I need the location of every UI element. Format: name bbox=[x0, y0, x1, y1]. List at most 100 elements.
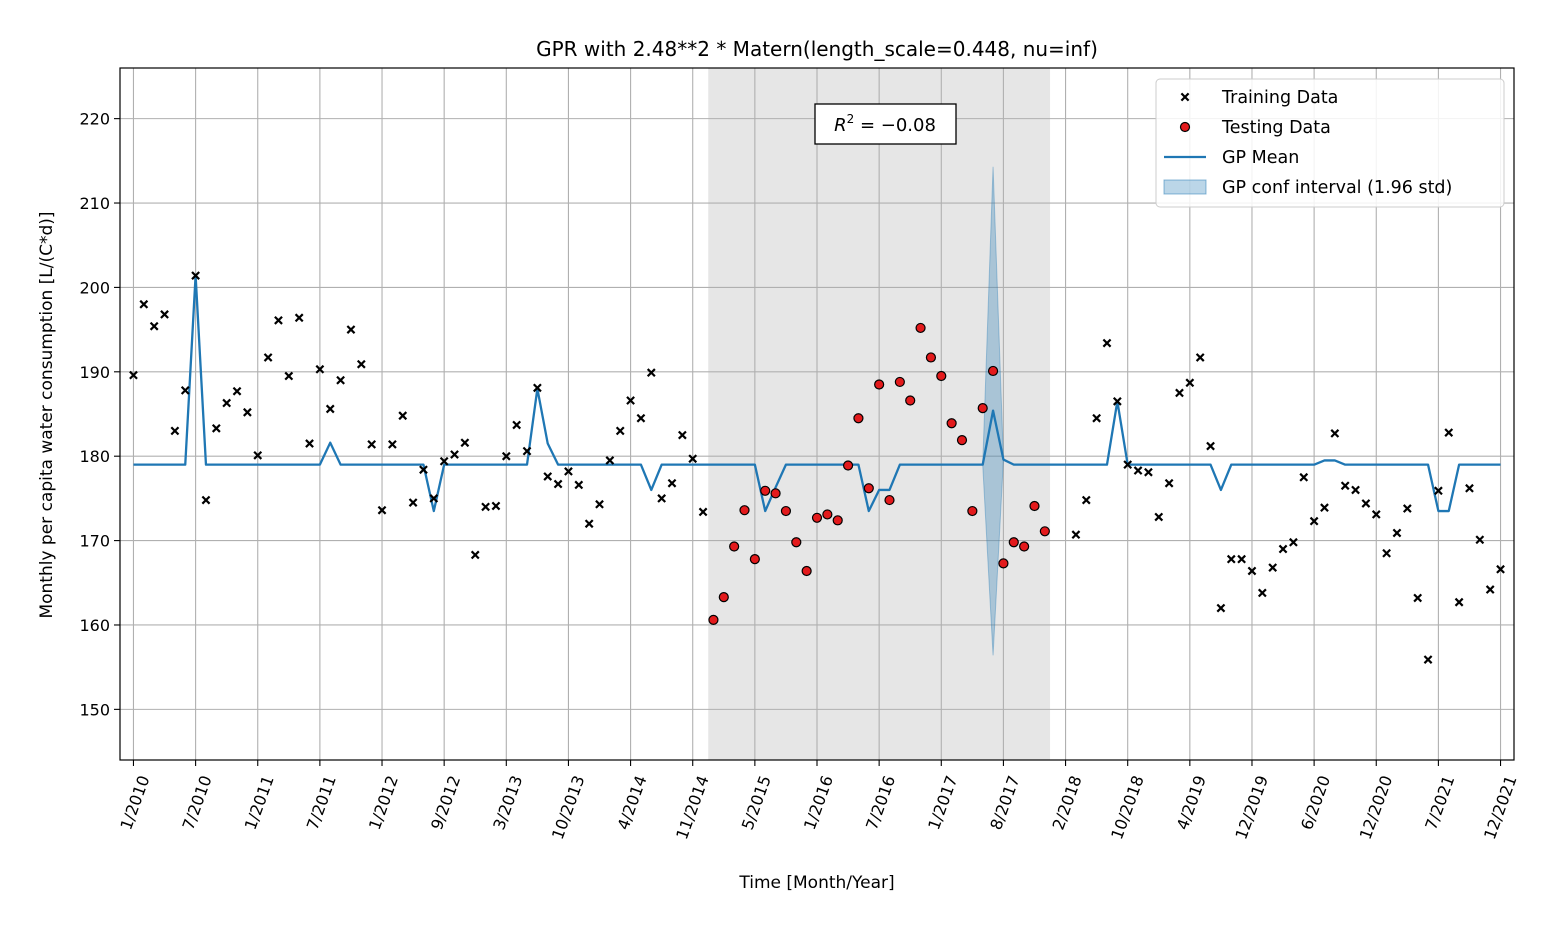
training-point bbox=[1371, 510, 1381, 519]
training-point bbox=[1247, 566, 1257, 576]
y-tick-label: 200 bbox=[79, 278, 110, 297]
training-point bbox=[419, 465, 428, 475]
training-point bbox=[698, 507, 708, 517]
training-point bbox=[325, 404, 335, 414]
testing-point bbox=[1008, 537, 1019, 548]
training-point bbox=[139, 299, 149, 309]
testing-point bbox=[1019, 541, 1030, 552]
y-tick-label: 170 bbox=[79, 532, 110, 551]
r2-annotation-text: R2 = −0.08 bbox=[834, 112, 936, 136]
testing-point bbox=[780, 505, 792, 517]
training-point bbox=[1144, 467, 1153, 477]
legend-marker-circle-icon bbox=[1179, 121, 1191, 133]
legend-item-training: Training Data bbox=[1180, 88, 1338, 108]
training-point bbox=[1133, 466, 1143, 475]
training-point bbox=[1123, 460, 1133, 470]
y-tick-label: 190 bbox=[79, 363, 110, 382]
training-point bbox=[1278, 544, 1288, 554]
training-points bbox=[129, 271, 1505, 664]
training-point bbox=[294, 313, 304, 323]
training-point bbox=[1237, 554, 1246, 564]
testing-point bbox=[863, 483, 874, 494]
training-point bbox=[1434, 486, 1443, 496]
y-axis-ticks: 150 160 170 180 190 200 210 220 bbox=[79, 110, 120, 719]
testing-point bbox=[791, 537, 802, 548]
testing-point bbox=[708, 614, 719, 626]
training-point bbox=[1164, 478, 1174, 488]
testing-point bbox=[977, 402, 988, 414]
training-point bbox=[263, 353, 273, 362]
training-point bbox=[626, 396, 635, 405]
testing-point bbox=[915, 322, 926, 334]
training-point bbox=[1175, 388, 1184, 398]
training-point bbox=[346, 325, 356, 334]
training-point bbox=[1475, 535, 1485, 545]
testing-point bbox=[832, 515, 843, 526]
training-point bbox=[284, 371, 294, 381]
testing-point bbox=[905, 395, 916, 406]
training-point bbox=[1465, 483, 1474, 493]
training-point bbox=[1413, 593, 1423, 603]
training-point bbox=[129, 370, 138, 380]
training-point bbox=[636, 413, 646, 423]
training-point bbox=[149, 321, 159, 331]
training-point bbox=[315, 364, 325, 374]
training-point bbox=[211, 423, 221, 433]
training-point bbox=[532, 383, 542, 393]
training-point bbox=[253, 450, 263, 460]
testing-point bbox=[967, 505, 978, 517]
training-point bbox=[439, 456, 449, 466]
testing-point bbox=[749, 554, 760, 565]
testing-point bbox=[925, 352, 937, 363]
training-point bbox=[1226, 554, 1236, 564]
testing-point bbox=[760, 485, 771, 496]
training-point bbox=[1496, 564, 1505, 574]
r2-annotation: R2 = −0.08 bbox=[814, 103, 957, 145]
testing-point bbox=[739, 505, 750, 516]
training-point bbox=[1351, 485, 1360, 495]
y-tick-label: 220 bbox=[79, 110, 110, 129]
testing-point bbox=[1039, 526, 1050, 537]
testing-point bbox=[853, 413, 864, 424]
r2-value: = −0.08 bbox=[854, 115, 936, 136]
training-point bbox=[1216, 603, 1226, 613]
legend-label-mean: GP Mean bbox=[1222, 148, 1299, 168]
training-point bbox=[450, 450, 459, 459]
testing-points bbox=[708, 322, 1050, 626]
testing-point bbox=[729, 541, 740, 552]
gp-mean-path bbox=[133, 274, 1501, 513]
training-point bbox=[1454, 597, 1464, 607]
testing-point bbox=[874, 379, 885, 390]
training-point bbox=[553, 479, 563, 489]
training-point bbox=[1361, 499, 1371, 508]
training-point bbox=[398, 411, 408, 421]
training-point bbox=[574, 480, 584, 490]
training-point bbox=[201, 495, 211, 505]
testing-point bbox=[842, 460, 854, 471]
y-tick-label: 180 bbox=[79, 447, 110, 466]
testing-point bbox=[998, 558, 1009, 569]
legend-item-band: GP conf interval (1.96 std) bbox=[1163, 178, 1452, 198]
y-tick-label: 150 bbox=[79, 700, 110, 719]
training-point bbox=[501, 451, 511, 461]
training-point bbox=[584, 519, 594, 529]
training-point bbox=[667, 478, 677, 488]
legend-label-training: Training Data bbox=[1221, 88, 1338, 108]
y-axis-label: Monthly per capita water consumption [L/… bbox=[37, 211, 57, 618]
legend-patch-icon bbox=[1163, 179, 1207, 195]
gp-mean-line bbox=[133, 274, 1501, 513]
training-point bbox=[232, 386, 242, 396]
training-point bbox=[564, 467, 573, 476]
training-point bbox=[1340, 481, 1350, 491]
training-point bbox=[481, 502, 490, 512]
training-point bbox=[677, 430, 687, 440]
training-point bbox=[191, 271, 200, 280]
training-point bbox=[491, 501, 501, 511]
legend-marker-x-icon bbox=[1180, 92, 1190, 102]
training-point bbox=[595, 499, 604, 509]
legend-x-mark bbox=[1180, 92, 1190, 102]
training-point bbox=[1195, 353, 1205, 362]
r2-symbol: R bbox=[834, 115, 847, 136]
training-point bbox=[1402, 504, 1412, 513]
